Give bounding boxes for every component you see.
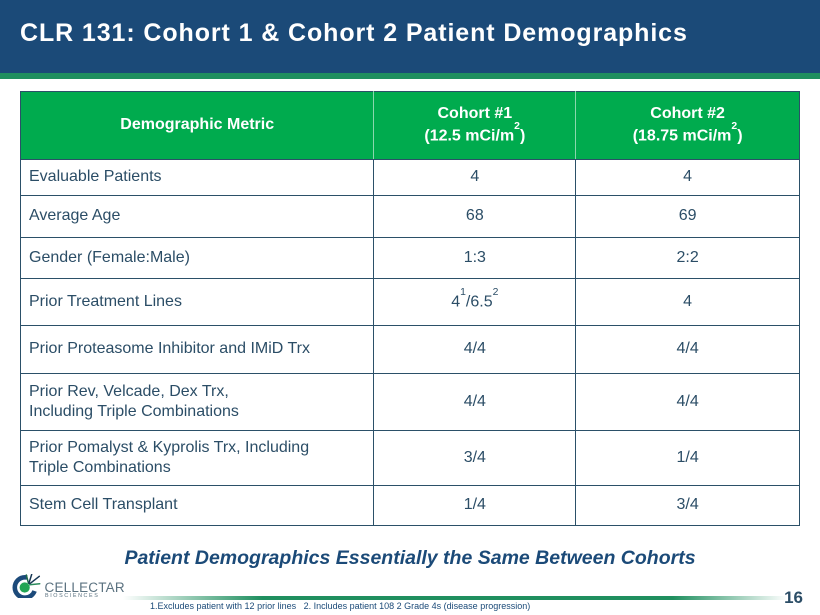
svg-text:BIOSCIENCES: BIOSCIENCES [45,593,99,598]
